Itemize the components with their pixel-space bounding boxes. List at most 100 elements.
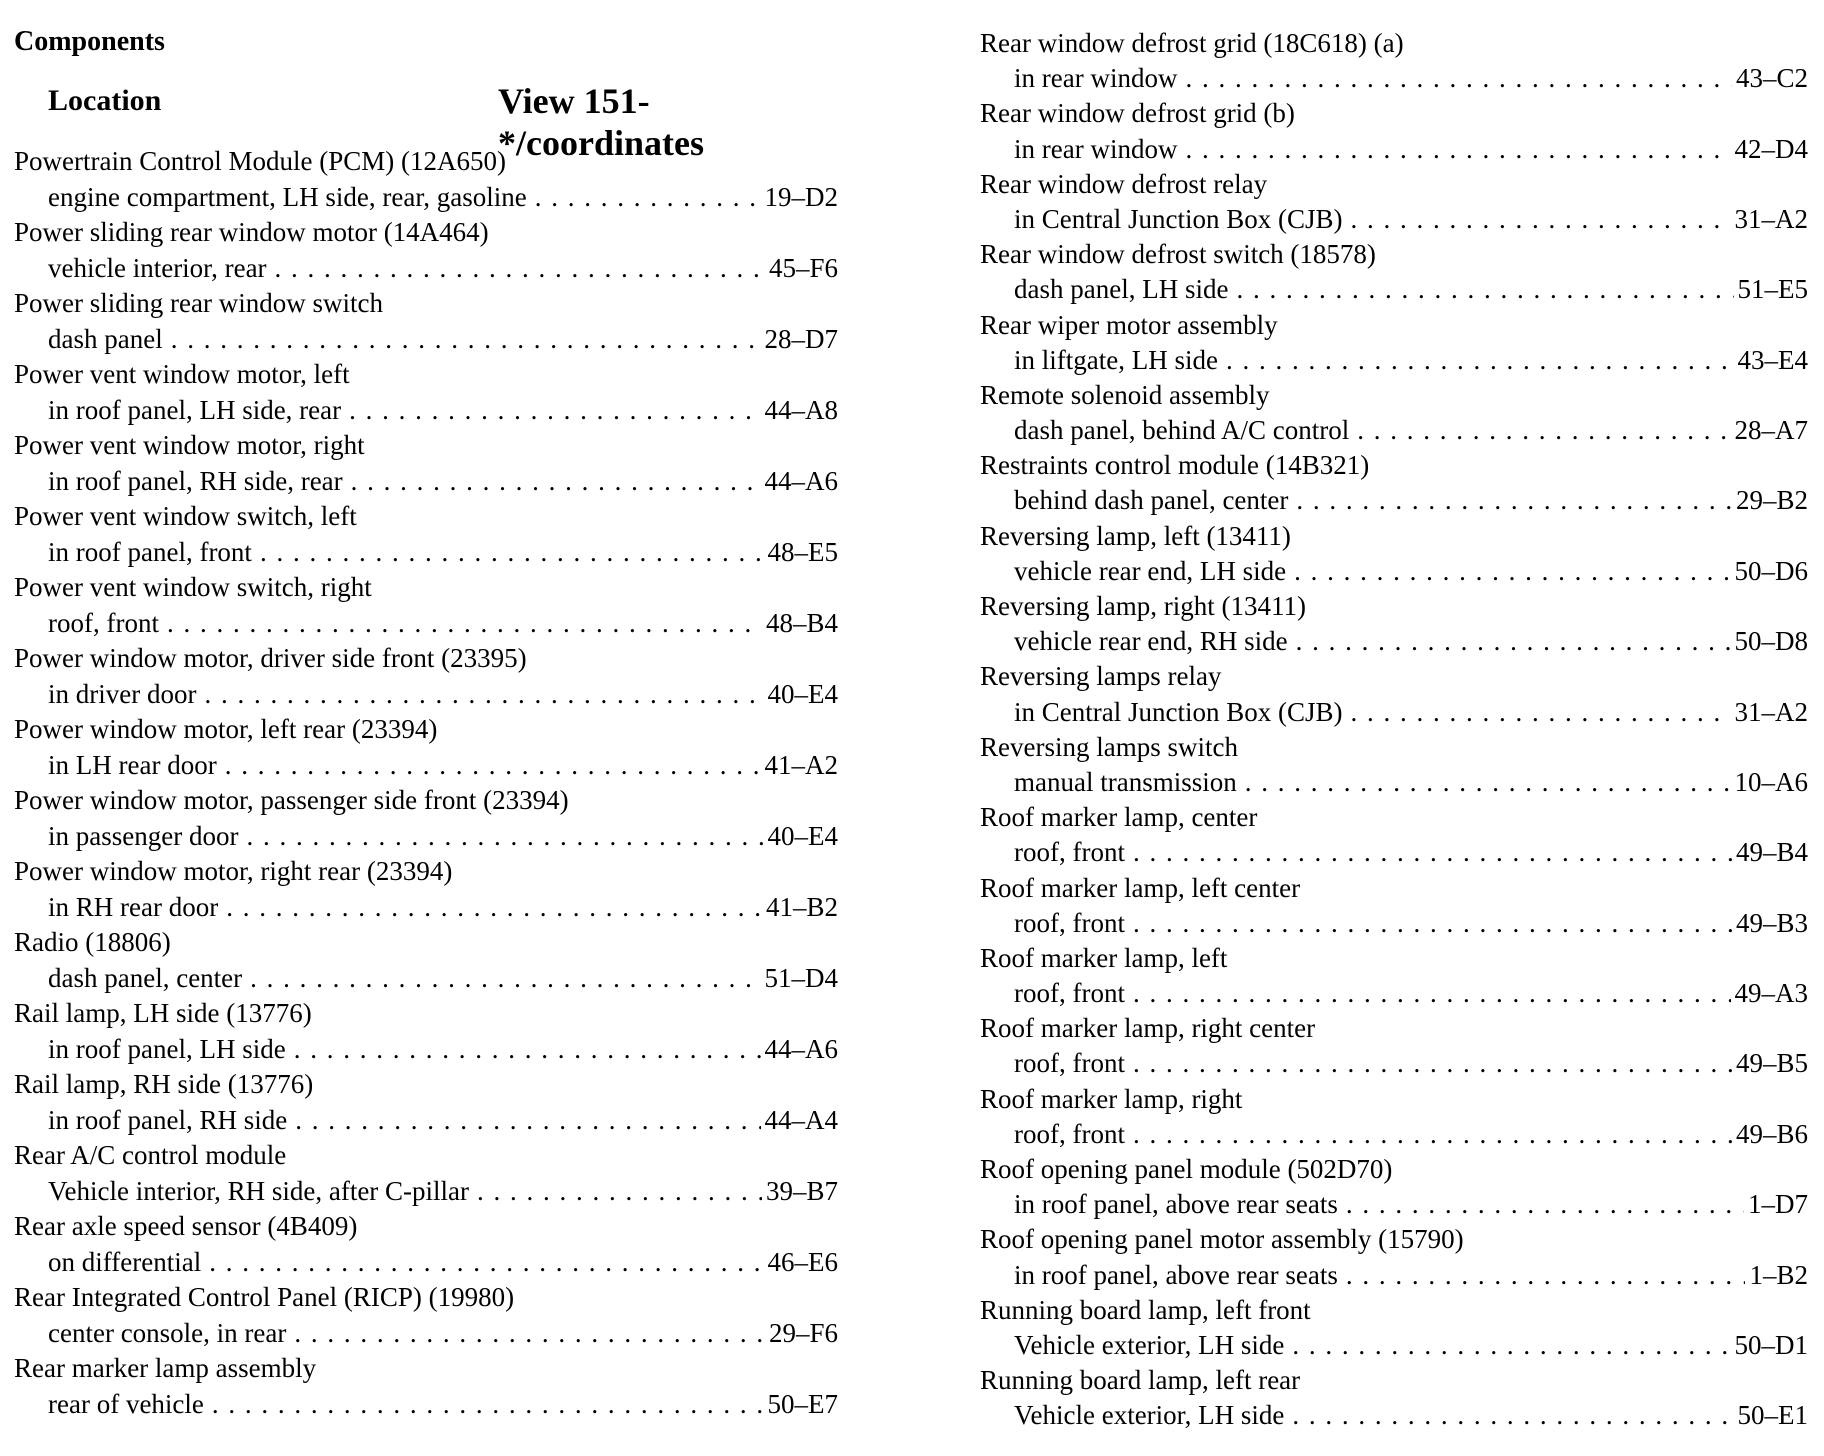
- dot-leader: [209, 1245, 763, 1281]
- component-location-row: in Central Junction Box (CJB) 31–A2: [980, 695, 1808, 730]
- list-item: Power window motor, left rear (23394) in …: [14, 712, 838, 783]
- component-location: in Central Junction Box (CJB): [1014, 696, 1343, 727]
- component-location-row: in Central Junction Box (CJB) 31–A2: [980, 202, 1808, 237]
- view-coordinate: 19–D2: [764, 181, 839, 212]
- component-location: vehicle rear end, LH side: [1014, 555, 1287, 586]
- component-location-row: roof, front 49–B4: [980, 835, 1808, 870]
- component-location-row: in liftgate, LH side 43–E4: [980, 343, 1808, 378]
- dot-leader: [1292, 1328, 1730, 1363]
- list-item: Roof marker lamp, center roof, front 49–B4: [980, 800, 1808, 870]
- view-coordinate: 31–A2: [1734, 696, 1809, 727]
- view-coordinate: 44–A8: [764, 394, 839, 425]
- component-name: Reversing lamps relay: [980, 661, 1222, 692]
- component-name: Rail lamp, LH side (13776): [14, 998, 312, 1028]
- component-location-row: in roof panel, LH side 44–A6: [14, 1032, 838, 1068]
- view-coordinate: 46–E6: [767, 1246, 839, 1277]
- view-coordinate: 48–E5: [767, 536, 839, 567]
- view-coordinate: 45–F6: [768, 252, 838, 283]
- component-location: vehicle rear end, RH side: [1014, 626, 1288, 657]
- component-location-row: in roof panel, above rear seats 1–B2: [980, 1258, 1808, 1293]
- view-coordinate: 29–B2: [1735, 485, 1808, 516]
- list-item: Reversing lamp, right (13411) vehicle rea…: [980, 589, 1808, 659]
- component-name: Reversing lamp, left (13411): [980, 520, 1291, 551]
- component-location: Vehicle exterior, LH side: [1014, 1329, 1285, 1360]
- view-coordinate: 41–A2: [764, 749, 839, 780]
- component-name: Roof opening panel module (502D70): [980, 1154, 1393, 1184]
- component-location: in Central Junction Box (CJB): [1014, 203, 1343, 234]
- component-location-row: center console, in rear 29–F6: [14, 1316, 838, 1352]
- dot-leader: [294, 1032, 761, 1068]
- list-item: Power sliding rear window motor (14A464)…: [14, 215, 838, 286]
- list-item: Power sliding rear window switch dash pan…: [14, 286, 838, 357]
- component-name: Power vent window motor, left: [14, 359, 350, 389]
- component-name: Powertrain Control Module (PCM) (12A650): [14, 146, 506, 176]
- component-location: dash panel: [48, 323, 163, 354]
- dot-leader: [1185, 61, 1732, 96]
- component-location: Vehicle interior, RH side, after C-pilla…: [48, 1175, 470, 1206]
- list-item: Power vent window switch, right roof, fro…: [14, 570, 838, 641]
- component-name: Rear wiper motor assembly: [980, 309, 1278, 340]
- list-item: Power vent window motor, left in roof pan…: [14, 357, 838, 428]
- list-item: Rear Integrated Control Panel (RICP) (19…: [14, 1280, 838, 1351]
- dot-leader: [260, 535, 764, 571]
- dot-leader: [477, 1174, 762, 1210]
- view-coordinate: 44–A4: [764, 1104, 839, 1135]
- list-item: Rail lamp, LH side (13776) in roof panel,…: [14, 996, 838, 1067]
- component-location-row: roof, front 49–B3: [980, 906, 1808, 941]
- component-location: roof, front: [1014, 1118, 1125, 1149]
- component-list-right: Rear window defrost grid (18C618) (a) in …: [980, 26, 1808, 1434]
- component-location-row: rear of vehicle 50–E7: [14, 1387, 838, 1423]
- dot-leader: [204, 677, 763, 713]
- component-location-row: vehicle interior, rear 45–F6: [14, 251, 838, 287]
- view-coordinate: 1–B2: [1749, 1259, 1808, 1290]
- component-location: dash panel, behind A/C control: [1014, 415, 1350, 446]
- component-name: Power window motor, right rear (23394): [14, 856, 453, 886]
- component-location: roof, front: [1014, 978, 1125, 1009]
- view-coordinate: 28–A7: [1734, 415, 1809, 446]
- section-heading: Components: [14, 26, 165, 57]
- view-coordinate: 31–A2: [1734, 203, 1809, 234]
- component-location-row: roof, front 49–B5: [980, 1046, 1808, 1081]
- location-column-header: Location: [48, 84, 162, 117]
- component-location-row: dash panel, behind A/C control 28–A7: [980, 413, 1808, 448]
- dot-leader: [1236, 272, 1733, 307]
- component-location-row: in roof panel, RH side 44–A4: [14, 1103, 838, 1139]
- component-location: in roof panel, above rear seats: [1014, 1189, 1338, 1220]
- view-coordinate: 50–D6: [1734, 555, 1809, 586]
- component-name: Reversing lamps switch: [980, 731, 1238, 762]
- view-coordinate: 49–A3: [1734, 978, 1809, 1009]
- view-coordinate: 50–E1: [1737, 1400, 1809, 1431]
- component-location: in LH rear door: [48, 749, 217, 780]
- view-coordinate: 1–D7: [1748, 1189, 1808, 1220]
- dot-leader: [535, 180, 761, 216]
- component-name: Rail lamp, RH side (13776): [14, 1069, 314, 1099]
- dot-leader: [1133, 1046, 1732, 1081]
- component-location-row: engine compartment, LH side, rear, gasol…: [14, 180, 838, 216]
- list-item: Power vent window motor, right in roof pa…: [14, 428, 838, 499]
- component-location-row: in RH rear door 41–B2: [14, 890, 838, 926]
- component-location: Vehicle exterior, LH side: [1014, 1400, 1285, 1431]
- component-location-row: on differential 46–E6: [14, 1245, 838, 1281]
- list-item: Roof opening panel module (502D70) in roo…: [980, 1152, 1808, 1222]
- view-coordinate: 41–B2: [765, 891, 838, 922]
- dot-leader: [295, 1103, 760, 1139]
- list-item: Restraints control module (14B321) behind…: [980, 448, 1808, 518]
- component-name: Power window motor, left rear (23394): [14, 714, 438, 744]
- component-location: in rear window: [1014, 133, 1178, 164]
- dot-leader: [1133, 906, 1732, 941]
- component-location-row: dash panel 28–D7: [14, 322, 838, 358]
- dot-leader: [1346, 1187, 1744, 1222]
- component-location: engine compartment, LH side, rear, gasol…: [48, 181, 527, 212]
- view-coordinate: 39–B7: [765, 1175, 838, 1206]
- component-name: Rear window defrost relay: [980, 168, 1268, 199]
- component-location-row: in passenger door 40–E4: [14, 819, 838, 855]
- component-location-row: in roof panel, front 48–E5: [14, 535, 838, 571]
- component-location-row: roof, front 49–B6: [980, 1117, 1808, 1152]
- list-item: Power window motor, passenger side front…: [14, 783, 838, 854]
- dot-leader: [1294, 554, 1730, 589]
- dot-leader: [1133, 1117, 1732, 1152]
- component-name: Power sliding rear window switch: [14, 288, 383, 318]
- component-location: rear of vehicle: [48, 1388, 204, 1419]
- component-location-row: vehicle rear end, LH side 50–D6: [980, 554, 1808, 589]
- dot-leader: [349, 393, 760, 429]
